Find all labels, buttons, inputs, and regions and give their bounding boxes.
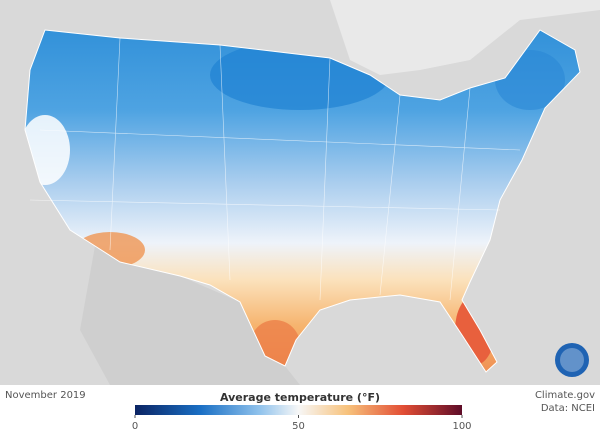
colorbar-tick-label: 50: [292, 421, 305, 432]
legend-title: Average temperature (°F): [220, 391, 380, 404]
date-label: November 2019: [5, 390, 86, 401]
credit: Climate.gov: [535, 390, 595, 401]
noaa-logo: [555, 343, 589, 377]
credit: Data: NCEI: [541, 403, 595, 414]
colorbar-tick-label: 0: [132, 421, 138, 432]
canada: [330, 0, 600, 75]
mexico: [80, 246, 300, 385]
state-lines: [29, 37, 521, 301]
noaa-logo-inner: [560, 348, 584, 372]
colorbar-tick-label: 100: [452, 421, 471, 432]
colorbar: [135, 405, 462, 415]
